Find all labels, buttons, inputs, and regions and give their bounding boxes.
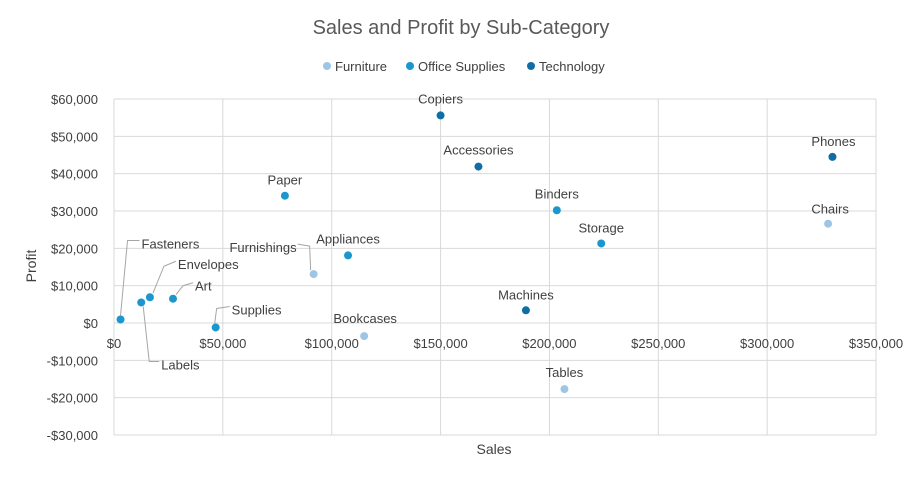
data-label-fasteners: Fasteners: [142, 236, 200, 251]
x-axis-tick-labels: $0 $50,000 $100,000 $150,000 $200,000 $250,00…: [107, 336, 903, 351]
legend-entry-furniture: Furniture: [335, 59, 387, 74]
x-tick-label: $100,000: [305, 336, 359, 351]
y-axis-title: Profit: [23, 250, 39, 283]
data-label-furnishings: Furnishings: [229, 240, 297, 255]
data-label-labels: Labels: [161, 357, 200, 372]
data-point-furnishings: [309, 270, 318, 279]
data-label-phones: Phones: [811, 134, 856, 149]
leader-line-furnishings: [297, 243, 312, 271]
x-tick-label: $250,000: [631, 336, 685, 351]
data-point-tables: [560, 385, 569, 394]
data-point-chairs: [824, 219, 833, 228]
leader-line-fasteners: [120, 239, 140, 316]
data-point-labels: [137, 298, 146, 307]
y-tick-label: -$30,000: [47, 428, 98, 443]
data-label-binders: Binders: [535, 186, 580, 201]
y-tick-label: -$10,000: [47, 353, 98, 368]
data-label-tables: Tables: [546, 365, 584, 380]
data-point-phones: [828, 152, 837, 161]
data-label-chairs: Chairs: [811, 202, 849, 217]
y-tick-label: $60,000: [51, 92, 98, 107]
data-point-copiers: [436, 111, 445, 120]
data-label-storage: Storage: [578, 220, 624, 235]
data-points: [116, 111, 837, 394]
data-point-machines: [521, 306, 530, 315]
data-point-fasteners: [116, 315, 125, 324]
y-tick-label: $30,000: [51, 204, 98, 219]
y-tick-label: $10,000: [51, 279, 98, 294]
data-point-storage: [597, 239, 606, 248]
y-tick-label: -$20,000: [47, 391, 98, 406]
data-label-paper: Paper: [268, 173, 303, 188]
legend-entry-office-supplies: Office Supplies: [418, 59, 506, 74]
data-point-binders: [552, 206, 561, 215]
x-tick-label: $350,000: [849, 336, 903, 351]
x-axis-title: Sales: [476, 441, 511, 457]
data-labels: Chairs Furnishings Bookcases Tables Paper Bin…: [142, 91, 856, 380]
legend: Furniture Office Supplies Technology: [323, 59, 605, 74]
data-label-supplies: Supplies: [232, 302, 282, 317]
data-point-paper: [280, 191, 289, 200]
data-point-envelopes: [145, 293, 154, 302]
y-tick-label: $50,000: [51, 129, 98, 144]
legend-entry-technology: Technology: [539, 59, 605, 74]
data-label-envelopes: Envelopes: [178, 257, 239, 272]
leader-line-supplies: [214, 305, 230, 324]
x-tick-label: $0: [107, 336, 121, 351]
legend-marker-office-supplies: [406, 62, 414, 70]
data-label-machines: Machines: [498, 287, 554, 302]
data-label-accessories: Accessories: [443, 143, 514, 158]
leader-line-envelopes: [152, 260, 177, 294]
y-tick-label: $40,000: [51, 167, 98, 182]
data-point-accessories: [474, 162, 483, 171]
leader-line-art: [175, 282, 194, 296]
data-point-supplies: [211, 323, 220, 332]
data-label-copiers: Copiers: [418, 91, 463, 106]
x-tick-label: $150,000: [413, 336, 467, 351]
gridlines: [113, 98, 877, 436]
legend-marker-furniture: [323, 62, 331, 70]
y-axis-tick-labels: -$30,000 -$20,000 -$10,000 $0 $10,000 $20,000…: [47, 92, 98, 443]
leader-line-labels: [142, 306, 160, 362]
y-tick-label: $0: [84, 316, 98, 331]
data-label-bookcases: Bookcases: [333, 311, 397, 326]
x-tick-label: $300,000: [740, 336, 794, 351]
chart-title: Sales and Profit by Sub-Category: [313, 17, 610, 39]
data-label-art: Art: [195, 279, 212, 294]
data-point-art: [169, 294, 178, 303]
data-point-bookcases: [360, 332, 369, 341]
data-label-appliances: Appliances: [316, 231, 380, 246]
x-tick-label: $50,000: [199, 336, 246, 351]
y-tick-label: $20,000: [51, 241, 98, 256]
data-point-appliances: [344, 251, 353, 260]
x-tick-label: $200,000: [522, 336, 576, 351]
legend-marker-technology: [527, 62, 535, 70]
label-leader-lines: [120, 239, 312, 362]
